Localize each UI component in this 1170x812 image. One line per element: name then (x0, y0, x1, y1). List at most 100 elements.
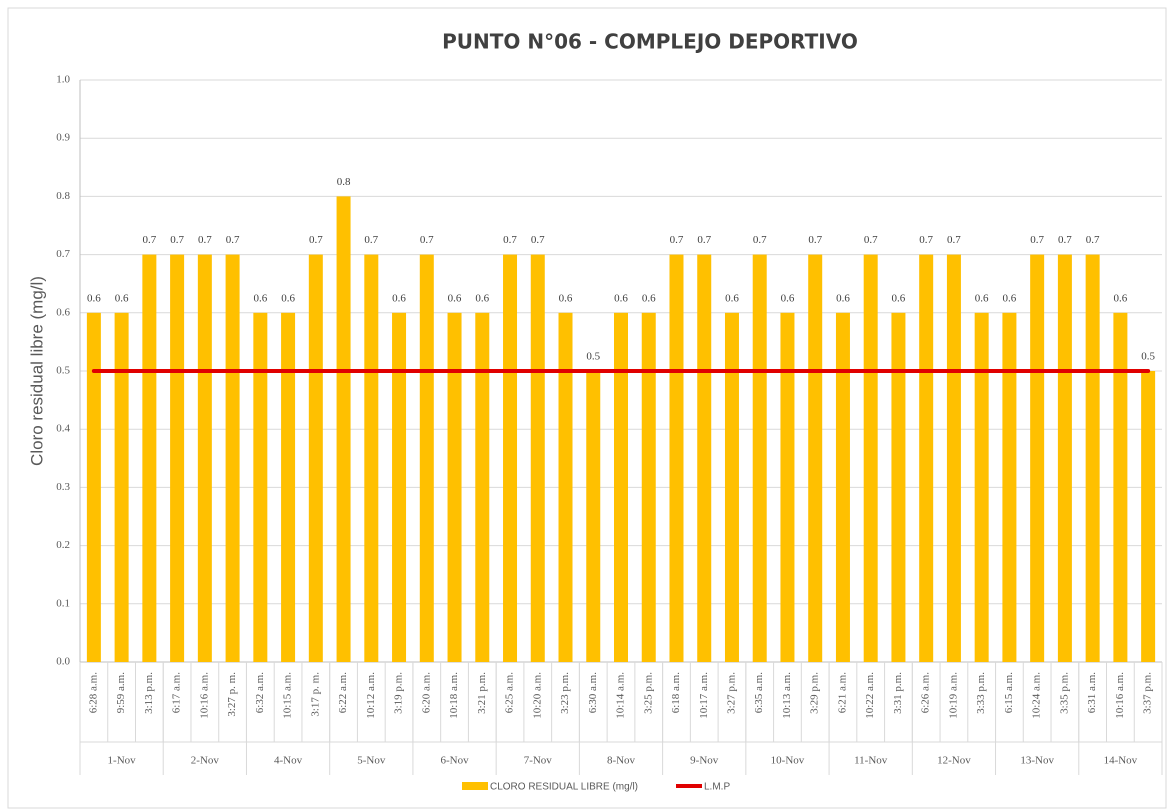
data-label: 0.7 (1086, 234, 1100, 246)
group-label: 14-Nov (1104, 755, 1138, 767)
data-label: 0.7 (919, 234, 933, 246)
data-label: 0.7 (503, 234, 517, 246)
legend-label: L.M.P (704, 782, 730, 793)
group-label: 10-Nov (771, 755, 805, 767)
bar (614, 312, 628, 662)
data-label: 0.7 (364, 234, 378, 246)
bar (641, 312, 656, 662)
data-label: 0.7 (808, 234, 822, 246)
data-label: 0.5 (586, 351, 600, 363)
data-label: 0.7 (142, 234, 156, 246)
x-tick-label: 6:26 a.m. (920, 672, 932, 713)
x-tick-label: 10:18 a.m. (448, 672, 460, 719)
data-label: 0.6 (836, 292, 850, 304)
bar (447, 312, 462, 662)
x-tick-label: 3:23 p.m. (559, 672, 571, 714)
x-tick-label: 6:20 a.m. (420, 672, 432, 713)
group-label: 1-Nov (108, 755, 137, 767)
group-label: 12-Nov (937, 755, 971, 767)
data-label: 0.6 (392, 292, 406, 304)
x-tick-label: 3:31 p.m. (892, 672, 904, 714)
x-tick-label: 3:29 p.m. (809, 672, 821, 714)
bar (1057, 254, 1072, 662)
x-tick-label: 6:15 a.m. (1003, 672, 1015, 713)
x-tick-label: 10:14 a.m. (615, 672, 627, 719)
x-tick-label: 3:33 p.m. (975, 672, 987, 714)
bar (863, 254, 878, 662)
x-tick-label: 6:21 a.m. (836, 672, 848, 713)
bar (724, 312, 739, 662)
data-label: 0.7 (420, 234, 434, 246)
data-label: 0.7 (226, 234, 240, 246)
bar (142, 254, 157, 662)
y-axis-title: Cloro residual libre (mg/l) (27, 276, 46, 466)
data-label: 0.6 (253, 292, 267, 304)
bar (1085, 254, 1100, 662)
bar (752, 254, 767, 662)
data-label: 0.7 (531, 234, 545, 246)
group-label: 2-Nov (191, 755, 220, 767)
bar (114, 312, 129, 662)
data-label: 0.6 (642, 292, 656, 304)
y-tick-label: 0.8 (56, 190, 70, 202)
x-tick-label: 10:16 a.m. (198, 672, 210, 719)
bar (1030, 254, 1045, 662)
data-label: 0.7 (309, 234, 323, 246)
bar (253, 312, 268, 662)
bar (308, 254, 323, 662)
y-tick-label: 0.0 (56, 656, 70, 668)
data-label: 0.6 (614, 292, 628, 304)
chart-title: PUNTO N°06 - COMPLEJO DEPORTIVO (442, 30, 858, 54)
data-label: 0.6 (725, 292, 739, 304)
x-tick-label: 6:35 a.m. (753, 672, 765, 713)
bar (835, 312, 850, 662)
x-tick-label: 10:24 a.m. (1031, 672, 1043, 719)
x-tick-label: 10:17 a.m. (698, 672, 710, 719)
x-tick-label: 10:20 a.m. (531, 672, 543, 719)
x-tick-label: 3:25 p.m. (642, 672, 654, 714)
bar (530, 254, 545, 662)
x-tick-label: 3:27 p. m. (226, 672, 238, 717)
data-label: 0.6 (559, 292, 573, 304)
x-tick-label: 3:27 p.m. (726, 672, 738, 714)
data-label: 0.7 (947, 234, 961, 246)
x-tick-label: 10:22 a.m. (864, 672, 876, 719)
bar (475, 312, 490, 662)
bar (225, 254, 240, 662)
x-tick-label: 6:30 a.m. (587, 672, 599, 713)
group-label: 6-Nov (440, 755, 469, 767)
data-label: 0.6 (975, 292, 989, 304)
bar (946, 254, 961, 662)
data-label: 0.7 (864, 234, 878, 246)
group-label: 5-Nov (357, 755, 386, 767)
data-label: 0.6 (1114, 292, 1128, 304)
y-tick-label: 0.9 (56, 132, 70, 144)
data-label: 0.7 (198, 234, 212, 246)
data-label: 0.6 (281, 292, 295, 304)
bar (669, 254, 684, 662)
data-label: 0.7 (170, 234, 184, 246)
legend-label: CLORO RESIDUAL LIBRE (mg/l) (490, 782, 638, 793)
data-label: 0.7 (1030, 234, 1044, 246)
bar (1141, 371, 1156, 662)
group-label: 4-Nov (274, 755, 303, 767)
data-label: 0.7 (697, 234, 711, 246)
x-tick-label: 6:17 a.m. (171, 672, 183, 713)
data-label: 0.7 (753, 234, 767, 246)
bar (419, 254, 434, 662)
bar (86, 312, 101, 662)
group-label: 7-Nov (524, 755, 553, 767)
bar (336, 196, 351, 662)
data-label: 0.5 (1141, 351, 1155, 363)
data-label: 0.7 (1058, 234, 1072, 246)
x-tick-label: 10:19 a.m. (947, 672, 959, 719)
group-label: 8-Nov (607, 755, 636, 767)
x-tick-label: 6:25 a.m. (504, 672, 516, 713)
y-tick-label: 1.0 (56, 74, 70, 86)
x-tick-label: 3:37 p.m. (1142, 672, 1154, 714)
y-tick-label: 0.2 (56, 539, 70, 551)
data-label: 0.6 (1003, 292, 1017, 304)
bar (808, 254, 823, 662)
x-tick-label: 10:13 a.m. (781, 672, 793, 719)
